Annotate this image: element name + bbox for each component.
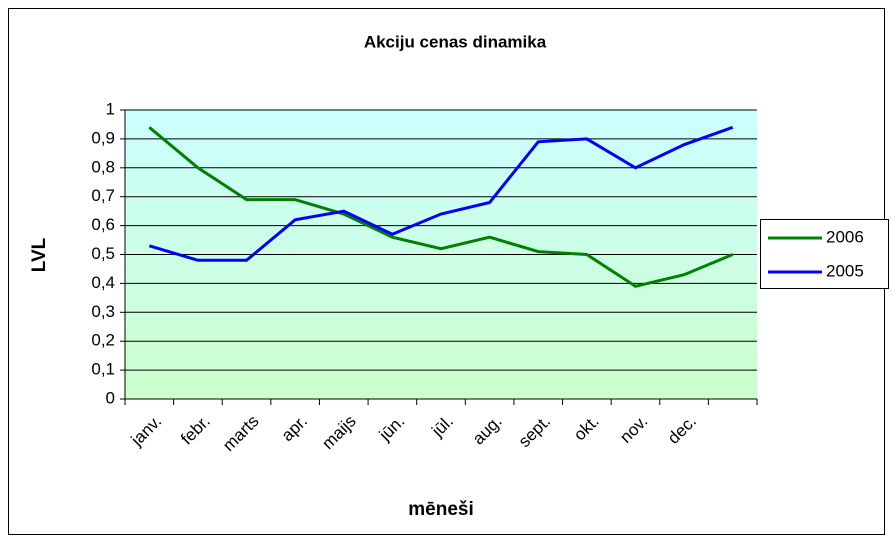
line-series [148,125,734,262]
y-tick-label: 0,1 [91,360,115,379]
y-tick-label: 1 [106,99,115,118]
y-tick-label: 0,2 [91,331,115,350]
y-tick-label: 0,3 [91,302,115,321]
y-tick-label: 0,5 [91,244,115,263]
x-axis-title: mēneši [408,499,473,520]
chart-title: Akciju cenas dinamika [364,32,547,51]
legend-label: 2006 [826,227,864,246]
y-tick-label: 0,7 [91,186,115,205]
y-axis-title: LVL [29,237,50,272]
y-tick-label: 0,6 [91,215,115,234]
y-tick-label: 0,9 [91,128,115,147]
legend-box [760,219,889,289]
y-tick-label: 0,8 [91,157,115,176]
y-tick-label: 0,4 [91,273,115,292]
line-series [148,126,734,288]
legend-label: 2005 [826,261,864,280]
y-tick-label: 0 [106,388,115,407]
